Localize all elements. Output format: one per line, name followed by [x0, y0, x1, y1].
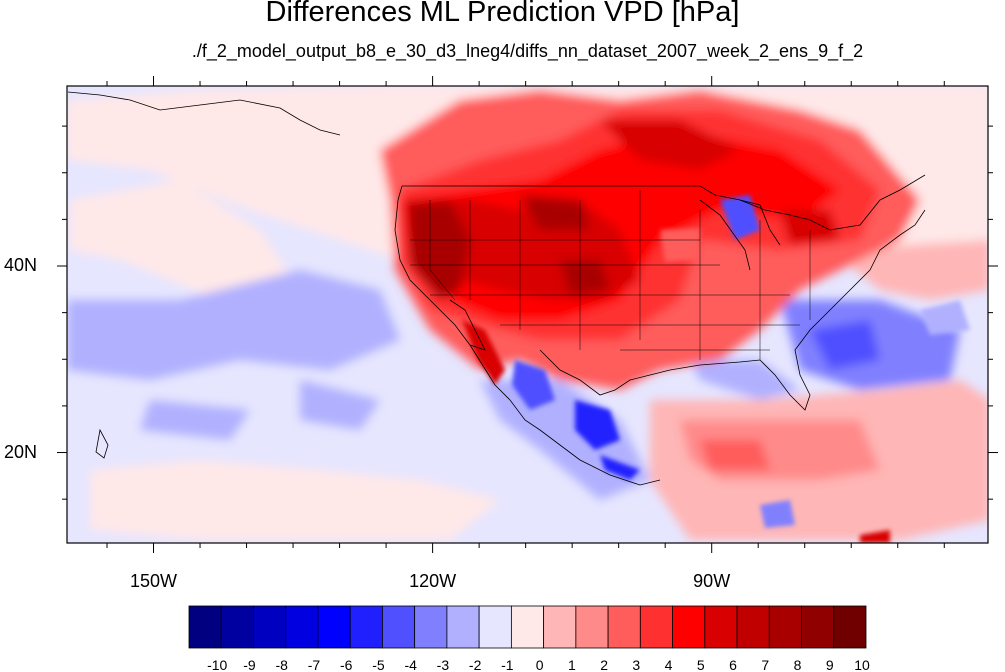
colorbar-swatch	[833, 605, 867, 649]
colorbar-label: 3	[632, 657, 640, 672]
map-subtitle: ./f_2_model_output_b8_e_30_d3_lneg4/diff…	[191, 41, 864, 61]
coastlines	[67, 91, 926, 486]
colorbar-label: 10	[854, 657, 870, 672]
colorbar-label: 6	[729, 657, 737, 672]
colorbar-label: -10	[207, 657, 227, 672]
colorbar-label: -5	[372, 657, 385, 672]
lon-label: 150W	[130, 571, 178, 591]
map-title: Differences ML Prediction VPD [hPa]	[265, 0, 740, 28]
colorbar-label: 0	[536, 657, 544, 672]
colorbar-swatch	[414, 605, 448, 649]
colorbar-swatch	[382, 605, 416, 649]
colorbar-swatch	[349, 605, 383, 649]
lat-label: 20N	[4, 441, 38, 462]
colorbar-label: 5	[697, 657, 705, 672]
colorbar-label: 4	[665, 657, 673, 672]
colorbar-label: 7	[761, 657, 769, 672]
colorbar-swatch	[478, 605, 512, 649]
state-borders	[410, 190, 811, 360]
colorbar-swatch	[285, 605, 319, 649]
colorbar-label: -6	[340, 657, 353, 672]
colorbar-swatch	[639, 605, 673, 649]
colorbar-label: -4	[404, 657, 417, 672]
colorbar-label: -3	[437, 657, 450, 672]
field-layer	[67, 86, 988, 543]
colorbar-swatch	[543, 605, 577, 649]
colorbar-swatch	[801, 605, 835, 649]
colorbar-label: 9	[826, 657, 834, 672]
colorbar-label: 1	[568, 657, 576, 672]
colorbar-label: -2	[469, 657, 482, 672]
colorbar-label: -8	[275, 657, 288, 672]
colorbar-swatch	[510, 605, 545, 649]
colorbar-swatch	[607, 605, 641, 649]
colorbar-swatch	[672, 605, 706, 649]
colorbar-swatch	[768, 605, 802, 649]
colorbar-label: 2	[600, 657, 608, 672]
colorbar-label: 8	[794, 657, 802, 672]
lat-label: 40N	[4, 255, 38, 275]
colorbar-swatch	[446, 605, 480, 649]
colorbar-swatch	[253, 605, 287, 649]
colorbar-swatch	[704, 605, 738, 649]
axis-ticks	[57, 76, 998, 553]
colorbar-swatch	[188, 605, 222, 649]
lon-label: 120W	[409, 571, 457, 591]
colorbar-label: -7	[308, 657, 321, 672]
lon-label: 90W	[693, 571, 731, 591]
colorbar-swatch	[220, 605, 254, 649]
colorbar-swatch	[317, 605, 351, 649]
colorbar-label: -1	[501, 657, 514, 672]
colorbar-swatch	[736, 605, 770, 649]
colorbar-swatch	[575, 605, 609, 649]
colorbar-label: -9	[243, 657, 256, 672]
map-frame	[66, 85, 989, 544]
